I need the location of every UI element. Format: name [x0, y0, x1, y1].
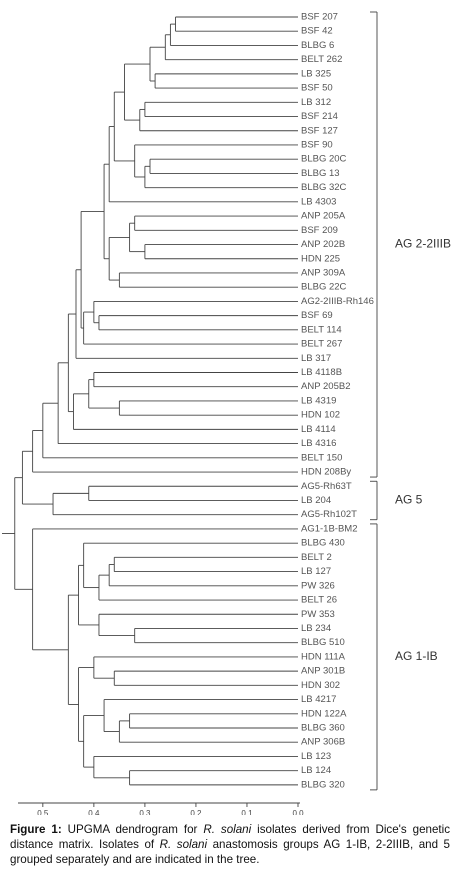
caption-text: anastomosis groups AG 1-IB, 2-2IIIB, and…: [10, 838, 450, 866]
leaf-label: LB 4114: [301, 424, 336, 435]
leaf-label: LB 4319: [301, 395, 336, 406]
x-tick-label: 0.2: [190, 809, 202, 815]
leaf-label: BLBG 32C: [301, 182, 347, 193]
leaf-label: PW 353: [301, 609, 335, 620]
group-label: AG 5: [395, 493, 423, 507]
leaf-label: ANP 301B: [301, 666, 345, 677]
leaf-label: LB 127: [301, 566, 331, 577]
leaf-label: BLBG 20C: [301, 154, 347, 165]
leaf-label: BSF 127: [301, 125, 338, 136]
leaf-label: BELT 150: [301, 452, 342, 463]
leaf-label: LB 204: [301, 495, 331, 506]
leaf-label: LB 312: [301, 97, 331, 108]
leaf-label: BSF 69: [301, 310, 333, 321]
leaf-label: PW 326: [301, 580, 335, 591]
caption: Figure 1: UPGMA dendrogram for R. solani…: [10, 822, 450, 867]
leaf-label: LB 317: [301, 353, 331, 364]
x-tick-label: 0.0: [292, 809, 304, 815]
leaf-label: BSF 207: [301, 12, 338, 23]
leaf-label: AG5-Rh102T: [301, 509, 357, 520]
leaf-label: ANP 306B: [301, 737, 345, 748]
leaf-label: BLBG 6: [301, 40, 334, 51]
leaf-label: BLBG 320: [301, 779, 345, 790]
caption-species: R. solani: [203, 823, 252, 836]
leaf-label: BLBG 22C: [301, 282, 347, 293]
dendrogram: BSF 207 BSF 42 BLBG 6 BELT 262 LB 325 BSF 50 L…: [2, 12, 451, 815]
leaf-label: BSF 42: [301, 26, 333, 37]
group-label: AG 2-2IIIB: [395, 237, 451, 251]
leaf-label: ANP 205A: [301, 211, 346, 222]
leaf-label: HDN 102: [301, 410, 340, 421]
x-tick-label: 0.1: [241, 809, 253, 815]
leaf-label: BELT 2: [301, 552, 332, 563]
leaf-label: BLBG 430: [301, 538, 345, 549]
leaf-label: HDN 122A: [301, 708, 347, 719]
group-label: AG 1-IB: [395, 649, 438, 663]
leaf-label: LB 4118B: [301, 367, 342, 378]
leaf-label: BSF 209: [301, 225, 338, 236]
leaf-label: HDN 302: [301, 680, 340, 691]
leaf-label: LB 234: [301, 623, 331, 634]
leaf-label: LB 325: [301, 68, 331, 79]
leaf-label: BLBG 13: [301, 168, 340, 179]
leaf-label: BELT 114: [301, 324, 342, 335]
caption-text: isolates derived from Dice's genetic dis…: [10, 823, 451, 851]
leaf-label: ANP 309A: [301, 267, 346, 278]
leaf-label: AG1-1B-BM2: [301, 523, 358, 534]
leaf-label: LB 4316: [301, 438, 336, 449]
leaf-label: ANP 202B: [301, 239, 345, 250]
leaf-label: HDN 208By: [301, 467, 351, 478]
caption-label: Figure 1:: [10, 823, 62, 836]
x-tick-label: 0.3: [139, 809, 151, 815]
leaf-label: BSF 50: [301, 83, 333, 94]
leaf-label: BELT 26: [301, 595, 337, 606]
leaf-label: BLBG 510: [301, 637, 345, 648]
leaf-label: LB 4217: [301, 694, 336, 705]
leaf-label: ANP 205B2: [301, 381, 350, 392]
leaf-label: BLBG 360: [301, 723, 345, 734]
x-tick-label: 0.4: [88, 809, 100, 815]
leaf-label: HDN 225: [301, 253, 340, 264]
caption-species: R. solani: [159, 838, 208, 851]
leaf-label: BELT 262: [301, 54, 342, 65]
leaf-label: LB 124: [301, 765, 331, 776]
caption-text: UPGMA dendrogram for: [61, 823, 204, 836]
leaf-label: BSF 214: [301, 111, 338, 122]
leaf-label: AG2-2IIIB-Rh146: [301, 296, 374, 307]
x-tick-label: 0.5: [37, 809, 49, 815]
leaf-label: BELT 267: [301, 339, 342, 350]
leaf-label: BSF 90: [301, 139, 333, 150]
leaf-label: LB 4303: [301, 196, 336, 207]
leaf-label: HDN 111A: [301, 651, 346, 662]
leaf-label: LB 123: [301, 751, 331, 762]
leaf-label: AG5-Rh63T: [301, 481, 352, 492]
